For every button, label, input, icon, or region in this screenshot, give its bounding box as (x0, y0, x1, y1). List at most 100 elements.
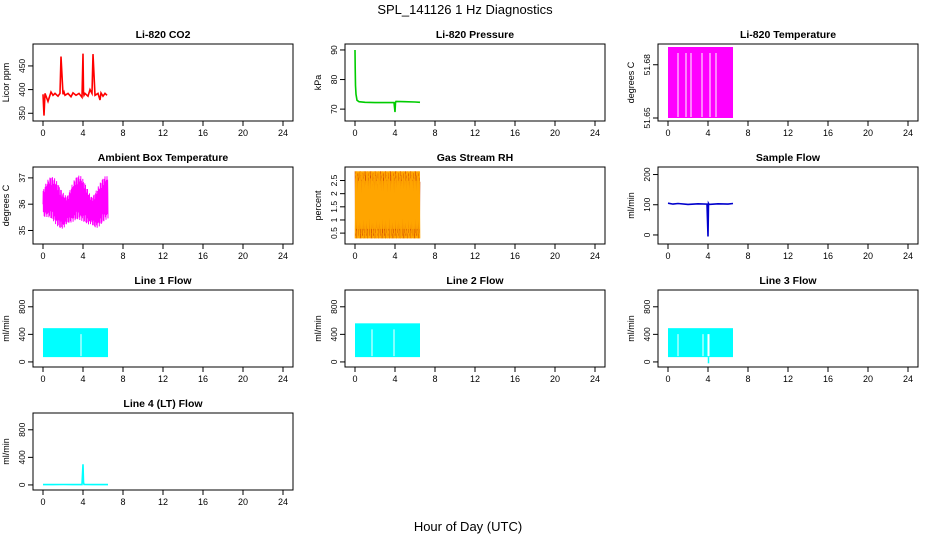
y-tick-label: 400 (17, 327, 27, 341)
panel-title: Li-820 Pressure (436, 29, 514, 41)
x-tick-label: 8 (432, 251, 437, 261)
y-axis-label: ml/min (1, 438, 11, 465)
x-tick-label: 20 (238, 497, 248, 507)
series-group (43, 328, 108, 358)
panel-2: Li-820 Pressure kPa 0 4 8 12 16 20 24 70 80 90 (313, 29, 606, 138)
y-tick-label: 800 (17, 299, 27, 313)
x-tick-label: 16 (823, 251, 833, 261)
plot-frame (32, 43, 294, 122)
x-tick-label: 20 (863, 128, 873, 138)
x-tick-label: 20 (238, 251, 248, 261)
panel-7: Line 1 Flow ml/min 0 4 8 12 16 20 24 0 400 800 (1, 275, 294, 384)
x-tick-label: 16 (198, 251, 208, 261)
x-tick-label: 20 (238, 374, 248, 384)
x-tick-label: 20 (550, 251, 560, 261)
x-tick-label: 12 (158, 128, 168, 138)
x-tick-label: 8 (745, 251, 750, 261)
x-tick-label: 24 (903, 128, 913, 138)
y-tick-label: 800 (17, 422, 27, 436)
y-axis-label: ml/min (1, 315, 11, 342)
x-tick-label: 12 (470, 374, 480, 384)
x-tick-label: 8 (120, 374, 125, 384)
panel-title: Ambient Box Temperature (98, 152, 229, 164)
panel-title: Gas Stream RH (437, 152, 513, 164)
x-tick-label: 0 (665, 251, 670, 261)
y-axis-label: ml/min (626, 315, 636, 342)
panel-1: Li-820 CO2 Licor ppm 0 4 8 12 16 20 24 350 400 450 (1, 29, 294, 138)
y-tick-label: 0 (17, 482, 27, 487)
panel-title: Sample Flow (756, 152, 821, 164)
panel-title: Line 3 Flow (759, 275, 817, 287)
y-tick-label: 800 (329, 299, 339, 313)
y-tick-label: 2 (329, 191, 339, 196)
y-tick-label: 2.5 (329, 174, 339, 186)
y-tick-label: 0 (17, 359, 27, 364)
x-tick-label: 20 (238, 128, 248, 138)
series-band (668, 47, 733, 118)
y-tick-label: 1 (329, 217, 339, 222)
x-tick-label: 24 (278, 374, 288, 384)
series-line (42, 53, 108, 116)
x-tick-label: 20 (550, 374, 560, 384)
x-tick-label: 8 (120, 497, 125, 507)
x-tick-label: 4 (80, 374, 85, 384)
x-tick-label: 16 (823, 128, 833, 138)
y-tick-label: 400 (17, 82, 27, 96)
x-tick-label: 0 (40, 251, 45, 261)
x-tick-label: 0 (352, 251, 357, 261)
x-tick-label: 24 (590, 128, 600, 138)
panel-9: Line 3 Flow ml/min 0 4 8 12 16 20 24 0 400 800 (626, 275, 919, 384)
panel-4: Ambient Box Temperature degrees C 0 4 8 12 16 2… (1, 152, 294, 261)
y-tick-label: 400 (17, 450, 27, 464)
x-tick-label: 16 (198, 497, 208, 507)
y-tick-label: 51.65 (642, 107, 652, 129)
x-tick-label: 12 (158, 374, 168, 384)
x-tick-label: 8 (432, 374, 437, 384)
y-tick-label: 80 (329, 75, 339, 85)
series-group (43, 464, 108, 486)
x-tick-label: 4 (80, 497, 85, 507)
y-tick-label: 0 (642, 359, 652, 364)
x-tick-label: 12 (783, 128, 793, 138)
x-tick-label: 16 (198, 128, 208, 138)
y-tick-label: 400 (642, 327, 652, 341)
y-tick-label: 70 (329, 104, 339, 114)
x-tick-label: 12 (158, 251, 168, 261)
x-tick-label: 12 (470, 128, 480, 138)
x-tick-label: 4 (705, 128, 710, 138)
x-tick-label: 0 (665, 374, 670, 384)
x-tick-label: 12 (783, 374, 793, 384)
y-tick-label: 400 (329, 327, 339, 341)
x-tick-label: 0 (40, 497, 45, 507)
series-line (43, 464, 108, 486)
x-tick-label: 12 (158, 497, 168, 507)
y-tick-label: 800 (642, 299, 652, 313)
series-group (355, 323, 420, 358)
panel-title: Li-820 CO2 (136, 29, 191, 41)
x-tick-label: 20 (550, 128, 560, 138)
x-tick-label: 16 (510, 251, 520, 261)
y-tick-label: 100 (642, 197, 652, 211)
plot-frame (32, 412, 294, 491)
x-tick-label: 4 (80, 251, 85, 261)
series-group (668, 328, 733, 364)
panel-title: Line 4 (LT) Flow (123, 398, 203, 410)
y-tick-label: 37 (17, 173, 27, 183)
x-tick-label: 16 (198, 374, 208, 384)
x-tick-label: 12 (470, 251, 480, 261)
x-tick-label: 16 (823, 374, 833, 384)
y-axis-label: percent (313, 190, 323, 221)
x-tick-label: 24 (903, 374, 913, 384)
y-tick-label: 0.5 (329, 227, 339, 239)
x-tick-label: 8 (120, 128, 125, 138)
x-tick-label: 24 (278, 497, 288, 507)
panel-title: Line 1 Flow (134, 275, 192, 287)
x-tick-label: 0 (665, 128, 670, 138)
x-tick-label: 24 (590, 374, 600, 384)
y-axis-label: kPa (313, 75, 323, 91)
plot-frame (344, 43, 606, 122)
x-tick-label: 24 (278, 251, 288, 261)
y-tick-label: 35 (17, 225, 27, 235)
series-group (668, 47, 733, 118)
